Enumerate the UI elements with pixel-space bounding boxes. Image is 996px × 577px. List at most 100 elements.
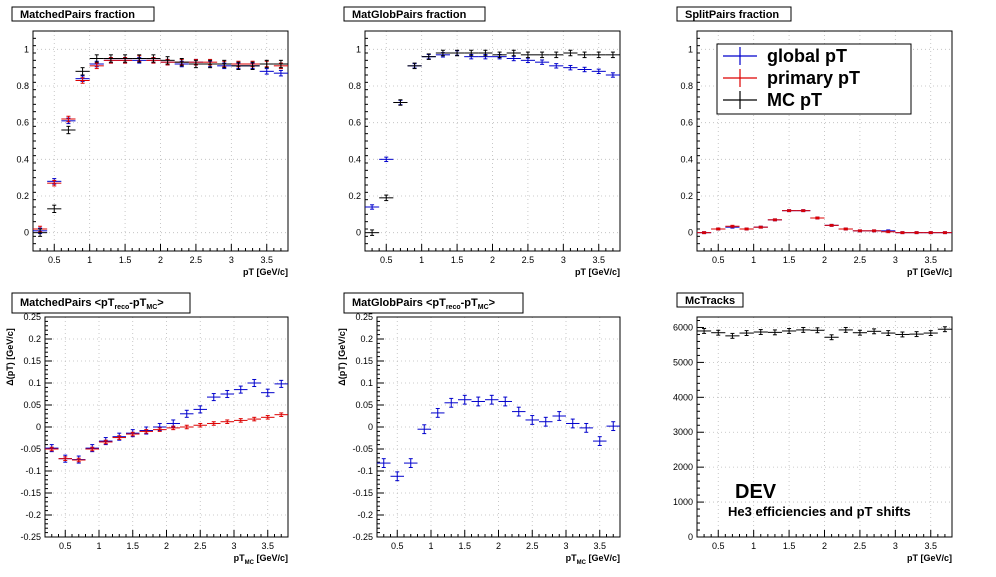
data-point	[881, 330, 896, 337]
data-point	[796, 209, 811, 213]
data-point	[535, 59, 550, 65]
x-tick-label: 2.5	[194, 541, 207, 551]
y-tick-label: -0.2	[357, 510, 373, 520]
data-point	[259, 68, 274, 75]
data-point	[103, 54, 118, 63]
x-tick-label: 2.5	[522, 255, 535, 265]
x-tick-label: 3.5	[260, 255, 273, 265]
data-point	[525, 415, 539, 425]
data-point	[379, 156, 394, 163]
data-point	[591, 51, 606, 59]
data-point	[153, 427, 167, 432]
data-point	[838, 326, 853, 333]
data-point	[47, 204, 62, 213]
y-tick-label: 0	[356, 228, 361, 238]
x-axis-label: pT [GeV/c]	[575, 267, 620, 277]
data-point	[435, 49, 450, 57]
data-point	[711, 227, 726, 231]
data-point	[89, 62, 104, 70]
data-point	[577, 51, 592, 59]
x-tick-label: 2	[158, 255, 163, 265]
data-point	[478, 49, 493, 57]
data-point	[895, 231, 910, 235]
x-tick-label: 1.5	[458, 541, 471, 551]
data-point	[725, 224, 740, 228]
data-point	[605, 51, 620, 59]
y-tick-label: -0.1	[25, 466, 41, 476]
data-point	[431, 408, 445, 418]
x-tick-label: 1	[96, 541, 101, 551]
data-point	[577, 66, 592, 73]
data-point	[231, 61, 246, 70]
y-tick-label: 0.15	[23, 356, 41, 366]
x-tick-label: 1	[751, 255, 756, 265]
y-tick-label: 0.6	[348, 118, 361, 128]
data-point	[393, 99, 408, 106]
data-point	[58, 456, 72, 461]
x-tick-label: 3	[563, 541, 568, 551]
y-tick-label: 1	[356, 44, 361, 54]
data-point	[605, 72, 620, 78]
data-point	[126, 431, 140, 437]
x-tick-label: 3	[893, 541, 898, 551]
data-point	[909, 231, 924, 235]
data-point	[867, 328, 882, 335]
x-tick-label: 3.5	[261, 541, 274, 551]
data-point	[245, 61, 260, 70]
x-tick-label: 3	[561, 255, 566, 265]
y-tick-label: 0.05	[23, 400, 41, 410]
legend-label: primary pT	[767, 68, 860, 88]
data-point	[782, 328, 797, 334]
y-tick-label: 1	[688, 44, 693, 54]
data-point	[421, 53, 436, 60]
data-point	[881, 230, 896, 234]
data-point	[234, 418, 248, 423]
y-tick-label: 0.4	[348, 154, 361, 164]
data-point	[937, 231, 952, 235]
panel-4: 0.5 1 1.5 2 2.5 3 3.5 -0.25 -0.2 -0.15 -0.1 -0.05 0 0…	[5, 292, 289, 566]
y-tick-label: 0.2	[680, 191, 693, 201]
y-tick-label: 0	[368, 422, 373, 432]
panel-title: MatGlobPairs <pTreco-pTMC>	[352, 297, 495, 311]
panel-title: MatGlobPairs fraction	[352, 9, 467, 21]
x-axis-label: pT [GeV/c]	[907, 267, 952, 277]
data-point	[937, 326, 952, 333]
panel-title-box	[11, 6, 155, 22]
data-point	[89, 54, 104, 63]
x-tick-label: 0.5	[48, 255, 61, 265]
y-tick-label: 1000	[673, 497, 693, 507]
data-point	[810, 216, 825, 220]
data-point	[75, 67, 90, 76]
data-point	[407, 62, 422, 70]
y-tick-label: 0.2	[360, 334, 373, 344]
data-point	[767, 218, 782, 222]
data-point	[506, 55, 521, 62]
y-tick-label: 6000	[673, 322, 693, 332]
data-point	[188, 59, 203, 69]
x-tick-label: 1.5	[126, 541, 139, 551]
data-point	[563, 64, 578, 71]
data-point	[365, 204, 380, 210]
x-tick-label: 0.5	[380, 255, 393, 265]
data-point	[274, 379, 288, 388]
legend-entry-global: global pT	[723, 46, 847, 66]
data-point	[464, 49, 479, 57]
data-point	[458, 394, 472, 405]
data-point	[112, 435, 126, 440]
series-primary	[45, 412, 288, 463]
data-point	[450, 49, 465, 57]
series-primary	[697, 209, 952, 235]
panel-title-box	[343, 6, 486, 22]
x-tick-label: 2	[822, 255, 827, 265]
y-tick-label: -0.25	[352, 532, 373, 542]
data-point	[404, 458, 418, 468]
x-tick-label: 3	[231, 541, 236, 551]
data-point	[593, 436, 607, 446]
data-point	[753, 329, 768, 335]
data-point	[132, 54, 147, 63]
data-point	[234, 385, 248, 394]
data-point	[259, 59, 274, 69]
x-tick-label: 1.5	[451, 255, 464, 265]
y-tick-label: -0.1	[357, 466, 373, 476]
plot-frame	[364, 30, 621, 252]
